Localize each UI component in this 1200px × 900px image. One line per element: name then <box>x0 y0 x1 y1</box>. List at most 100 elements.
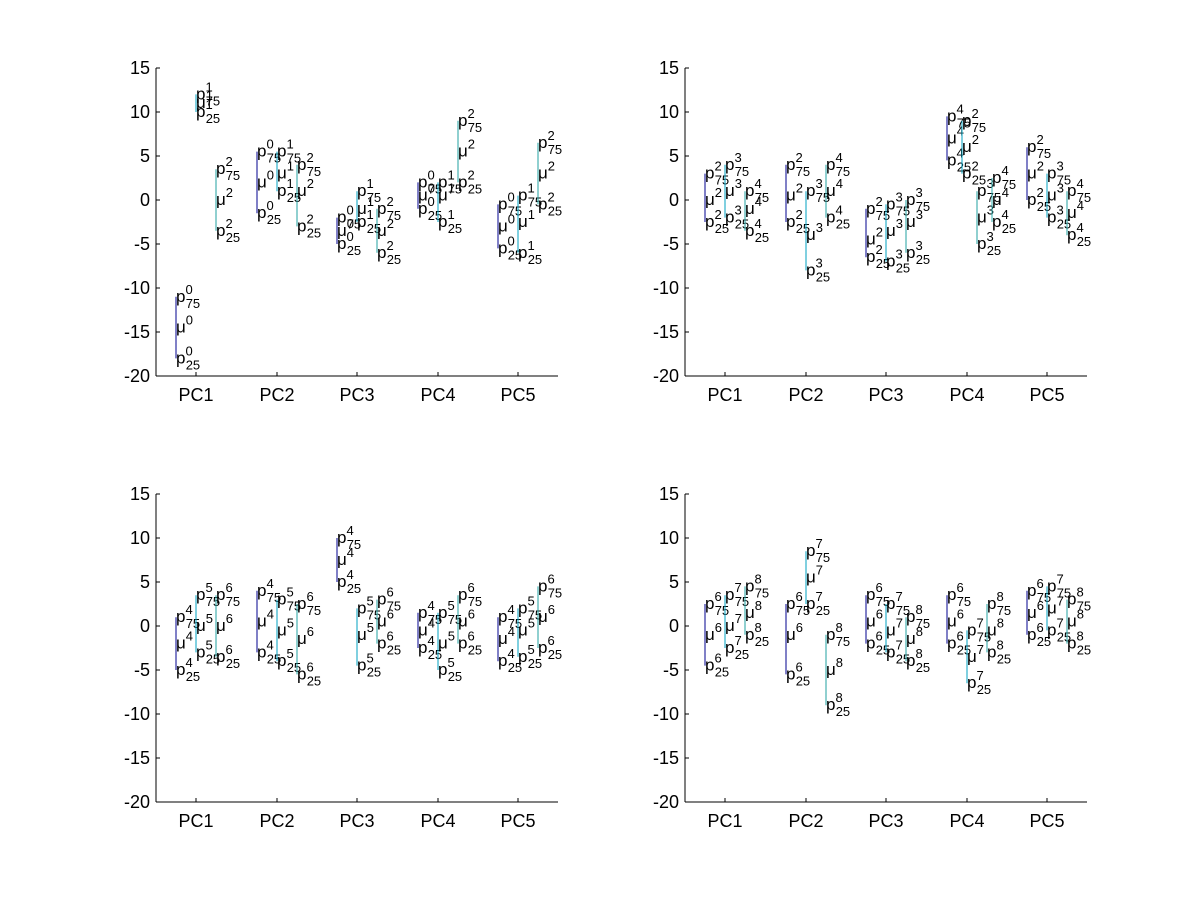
x-tick-label: PC5 <box>500 811 535 831</box>
p25-label: p5 25 <box>196 637 220 666</box>
mu-label: μ1 <box>196 88 213 112</box>
p75-label: p0 75 <box>337 203 361 232</box>
mu-label: μ2 <box>377 216 394 240</box>
p75-label: p8 75 <box>1067 585 1091 614</box>
p75-label: p2 75 <box>297 150 321 179</box>
p25-label: p6 25 <box>866 629 890 658</box>
mu-label: μ1 <box>277 159 294 183</box>
p75-label: p3 75 <box>1047 159 1071 188</box>
p75-label: p3 75 <box>886 189 910 218</box>
p75-label: p0 75 <box>176 282 200 311</box>
mu-label: μ6 <box>538 602 555 626</box>
mu-label: μ5 <box>357 620 374 644</box>
p75-label: p4 75 <box>1067 176 1091 205</box>
y-tick-label: 5 <box>140 146 150 166</box>
y-tick-label: 0 <box>669 190 679 210</box>
mu-label: μ8 <box>987 615 1004 639</box>
p75-label: p3 75 <box>906 185 930 214</box>
mu-label: μ4 <box>176 629 193 653</box>
mu-label: μ2 <box>1027 159 1044 183</box>
mu-label: μ6 <box>458 607 475 631</box>
mu-label: μ4 <box>1067 198 1084 222</box>
mu-label: μ0 <box>498 211 515 235</box>
p75-label: p2 75 <box>377 194 401 223</box>
p75-label: p4 75 <box>826 150 850 179</box>
y-tick-label: 0 <box>669 616 679 636</box>
p25-label: p2 25 <box>458 167 482 196</box>
mu-label: μ4 <box>947 123 964 147</box>
mu-label: μ5 <box>277 615 294 639</box>
mu-label: μ0 <box>257 167 274 191</box>
y-tick-label: 10 <box>659 528 679 548</box>
x-tick-label: PC3 <box>868 385 903 405</box>
p25-label: p1 25 <box>196 97 220 126</box>
y-tick-label: -5 <box>134 660 150 680</box>
p25-label: p2 25 <box>216 216 240 245</box>
p75-label: p0 75 <box>498 189 522 218</box>
mu-label: μ4 <box>418 615 435 639</box>
p25-label: p5 25 <box>438 655 462 684</box>
p25-label: p5 25 <box>357 651 381 680</box>
p25-label: p8 25 <box>1067 629 1091 658</box>
p25-label: p6 25 <box>297 659 321 688</box>
p75-label: p5 75 <box>518 593 542 622</box>
mu-label: μ4 <box>498 624 515 648</box>
p75-label: p8 75 <box>745 571 769 600</box>
p25-label: p5 25 <box>518 642 542 671</box>
p75-label: p6 75 <box>947 580 971 609</box>
y-tick-label: -10 <box>653 704 679 724</box>
mu-label: μ1 <box>438 181 455 205</box>
mu-label: μ6 <box>866 607 883 631</box>
p75-label: p2 75 <box>786 150 810 179</box>
p75-label: p4 75 <box>947 101 971 130</box>
p25-label: p1 25 <box>438 207 462 236</box>
p75-label: p1 75 <box>357 176 381 205</box>
p75-label: p4 75 <box>257 576 281 605</box>
p25-label: p8 25 <box>826 690 850 719</box>
y-tick-label: -10 <box>653 278 679 298</box>
p25-label: p2 25 <box>538 189 562 218</box>
p75-label: p2 75 <box>538 128 562 157</box>
p25-label: p8 25 <box>745 620 769 649</box>
x-tick-label: PC1 <box>178 385 213 405</box>
p75-label: p6 75 <box>216 580 240 609</box>
p25-label: p4 25 <box>992 207 1016 236</box>
mu-label: μ3 <box>977 203 994 227</box>
p25-label: p3 25 <box>886 247 910 276</box>
p75-label: p2 75 <box>962 106 986 135</box>
mu-label: μ4 <box>826 176 843 200</box>
p75-label: p4 75 <box>498 602 522 631</box>
x-tick-label: PC1 <box>707 811 742 831</box>
p75-label: p4 75 <box>992 163 1016 192</box>
y-tick-label: -20 <box>124 366 150 386</box>
mu-label: μ2 <box>458 137 475 161</box>
p75-label: p7 75 <box>725 580 749 609</box>
p75-label: p7 75 <box>967 615 991 644</box>
p75-label: p8 75 <box>906 602 930 631</box>
p25-label: p3 25 <box>725 203 749 232</box>
p25-label: p7 25 <box>967 668 991 697</box>
y-tick-label: 0 <box>140 190 150 210</box>
mu-label: μ6 <box>786 620 803 644</box>
y-tick-label: -20 <box>124 792 150 812</box>
p25-label: p4 25 <box>826 203 850 232</box>
mu-label: μ2 <box>705 185 722 209</box>
p25-label: p2 25 <box>377 238 401 267</box>
p75-label: p2 75 <box>216 154 240 183</box>
mu-label: μ3 <box>725 176 742 200</box>
mu-label: μ4 <box>337 545 354 569</box>
p75-label: p5 75 <box>438 598 462 627</box>
mu-label: μ6 <box>705 620 722 644</box>
mu-label: μ0 <box>418 181 435 205</box>
y-tick-label: -15 <box>124 322 150 342</box>
mu-label: μ6 <box>297 624 314 648</box>
p75-label: p7 75 <box>1047 571 1071 600</box>
x-tick-label: PC2 <box>788 385 823 405</box>
x-tick-label: PC2 <box>259 385 294 405</box>
p75-label: p7 75 <box>806 536 830 565</box>
y-tick-label: 0 <box>140 616 150 636</box>
p25-label: p4 25 <box>337 567 361 596</box>
p25-label: p4 25 <box>947 145 971 174</box>
